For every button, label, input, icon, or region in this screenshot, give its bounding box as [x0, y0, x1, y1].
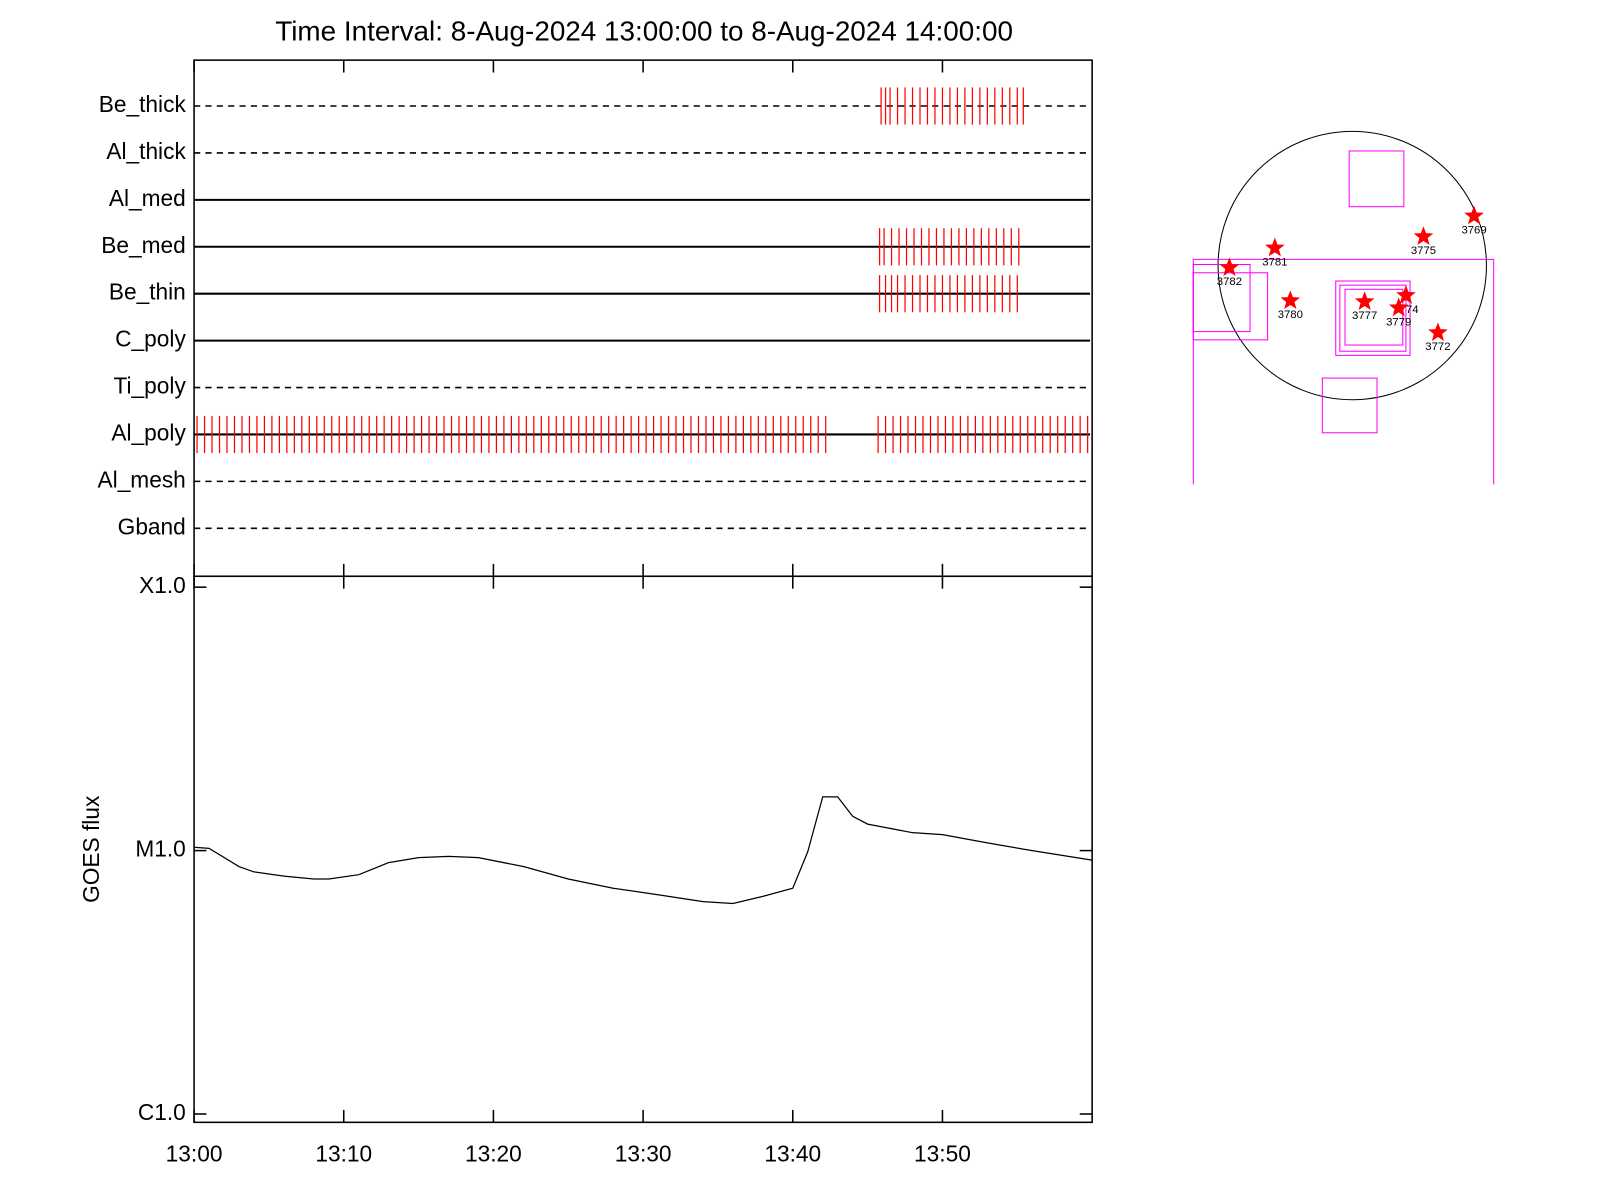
region-marker: [1280, 290, 1301, 310]
y-tick-label: C1.0: [138, 1099, 186, 1125]
region-marker: [1413, 226, 1434, 246]
row-label: Al_med: [109, 185, 186, 211]
y-axis-label: GOES flux: [78, 795, 104, 903]
region-label: 3782: [1217, 276, 1242, 288]
x-tick-label: 13:00: [166, 1140, 223, 1166]
plot-frame: [193, 575, 1093, 1124]
fov-box: [1348, 150, 1405, 208]
row-label: Al_thick: [106, 138, 186, 164]
x-tick-label: 13:20: [465, 1140, 522, 1166]
row-label: Gband: [118, 513, 186, 539]
chart-title: Time Interval: 8-Aug-2024 13:00:00 to 8-…: [275, 16, 1013, 47]
fov-box: [1339, 284, 1407, 352]
x-tick-label: 13:40: [764, 1140, 821, 1166]
region-marker: [1265, 237, 1285, 257]
region-label: 3777: [1352, 310, 1377, 322]
fov-box: [1344, 288, 1404, 346]
row-label: Be_med: [101, 232, 186, 258]
region-marker: [1354, 291, 1375, 311]
row-label: Ti_poly: [114, 373, 187, 399]
fov-box: [1192, 272, 1269, 341]
fov-box: [1192, 258, 1495, 485]
fov-box: [1321, 377, 1378, 434]
region-label: 3781: [1262, 256, 1287, 268]
x-tick-label: 13:30: [615, 1140, 672, 1166]
region-label: 3769: [1461, 224, 1486, 236]
region-label: 3775: [1411, 245, 1436, 257]
region-marker: [1219, 257, 1240, 276]
region-label: 3780: [1278, 309, 1303, 321]
y-tick-label: X1.0: [139, 572, 186, 598]
x-tick-label: 13:50: [914, 1140, 971, 1166]
row-label: C_poly: [115, 326, 186, 352]
plot-frame: [193, 59, 1093, 578]
region-label: 3772: [1425, 341, 1450, 353]
region-marker: [1428, 322, 1448, 342]
region-marker: [1388, 297, 1409, 317]
flux-line: [194, 796, 1093, 905]
row-label: Al_poly: [111, 419, 186, 445]
fov-boxes: [1192, 150, 1495, 485]
x-tick-label: 13:10: [315, 1140, 372, 1166]
region-marker: [1396, 285, 1416, 304]
solar-disk: [1217, 130, 1487, 401]
y-tick-label: M1.0: [135, 836, 185, 862]
row-label: Be_thick: [99, 91, 187, 117]
region-label: 3779: [1386, 316, 1411, 328]
region-marker: [1464, 205, 1484, 225]
fov-box: [1335, 280, 1411, 356]
row-label: Be_thin: [109, 279, 186, 305]
row-label: Al_mesh: [98, 466, 186, 492]
